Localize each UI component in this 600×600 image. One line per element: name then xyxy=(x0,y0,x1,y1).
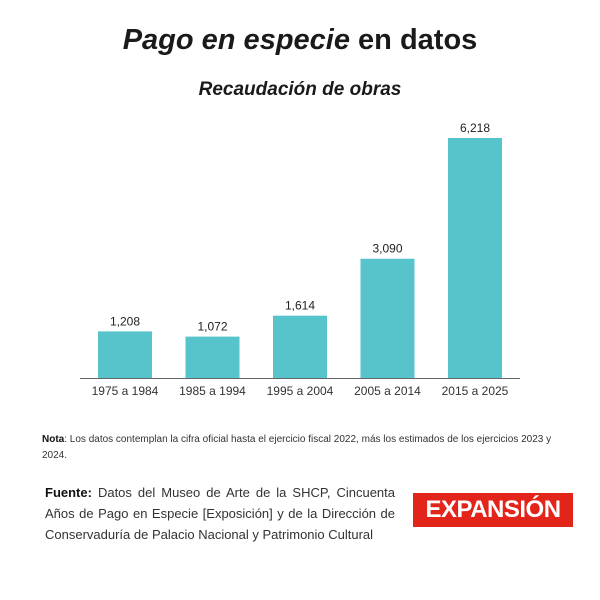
data-label: 3,090 xyxy=(372,242,402,256)
bar-chart: 1,208 1975 a 1984 1,072 1985 a 1994 1,614 199… xyxy=(80,121,520,398)
x-tick-label: 2015 a 2025 xyxy=(442,384,509,398)
x-tick-label: 1985 a 1994 xyxy=(179,384,246,398)
source-label: Fuente: xyxy=(45,485,92,500)
expansion-logo: EXPANSIÓN xyxy=(413,493,573,527)
note-body: : Los datos contemplan la cifra oficial … xyxy=(42,434,552,461)
chart-subtitle: Recaudación de obras xyxy=(198,79,402,100)
data-label: 1,208 xyxy=(110,314,140,328)
bar xyxy=(360,258,415,378)
chart-title-italic: Pago en especie xyxy=(122,24,350,56)
note-text: Nota: Los datos contemplan la cifra ofic… xyxy=(42,432,567,464)
x-tick-label: 1975 a 1984 xyxy=(92,384,159,398)
data-label: 6,218 xyxy=(460,121,490,135)
bar xyxy=(448,138,502,378)
source-text: Fuente: Datos del Museo de Arte de la SH… xyxy=(45,482,395,545)
bar xyxy=(98,331,152,378)
chart-title: Pago en especie en datos xyxy=(0,24,600,57)
data-label: 1,614 xyxy=(285,299,315,313)
source-body: Datos del Museo de Arte de la SHCP, Cinc… xyxy=(45,485,395,542)
bar xyxy=(273,315,327,378)
data-label: 1,072 xyxy=(197,320,227,334)
bar xyxy=(185,336,240,378)
x-tick-label: 2005 a 2014 xyxy=(354,384,421,398)
x-tick-label: 1995 a 2004 xyxy=(267,384,334,398)
chart-title-rest: en datos xyxy=(349,24,478,56)
note-label: Nota xyxy=(42,434,65,445)
